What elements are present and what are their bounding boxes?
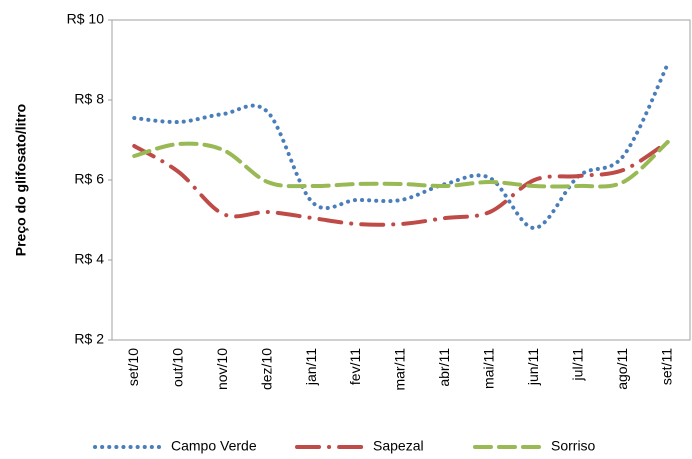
legend-label: Sapezal xyxy=(373,438,424,454)
x-tick-label: set/11 xyxy=(658,348,674,385)
series-line xyxy=(132,62,670,231)
x-tick-label: jul/11 xyxy=(570,348,586,382)
x-tick-label: jan/11 xyxy=(303,348,319,386)
x-tick-label: jun/11 xyxy=(525,348,541,386)
x-tick-label: mar/11 xyxy=(392,348,408,391)
y-tick-label: R$ 8 xyxy=(74,91,104,107)
plot-area xyxy=(111,19,691,341)
y-tick-label: R$ 4 xyxy=(74,251,104,267)
y-tick-label: R$ 10 xyxy=(67,11,105,27)
y-axis-title: Preço do glifosato/litro xyxy=(13,104,29,256)
x-tick-label: out/10 xyxy=(169,348,185,387)
y-tick-label: R$ 6 xyxy=(74,171,104,187)
series-line xyxy=(132,140,670,227)
series-line xyxy=(132,140,670,189)
x-tick-label: dez/10 xyxy=(258,348,274,390)
legend-label: Campo Verde xyxy=(171,438,257,454)
x-tick-label: set/10 xyxy=(125,348,141,386)
x-tick-label: ago/11 xyxy=(614,348,630,390)
x-tick-label: mai/11 xyxy=(481,348,497,389)
legend-label: Sorriso xyxy=(551,438,596,454)
y-tick-label: R$ 2 xyxy=(74,331,104,347)
x-tick-label: abr/11 xyxy=(436,348,452,387)
x-tick-label: fev/11 xyxy=(347,348,363,385)
x-tick-label: nov/10 xyxy=(214,348,230,390)
